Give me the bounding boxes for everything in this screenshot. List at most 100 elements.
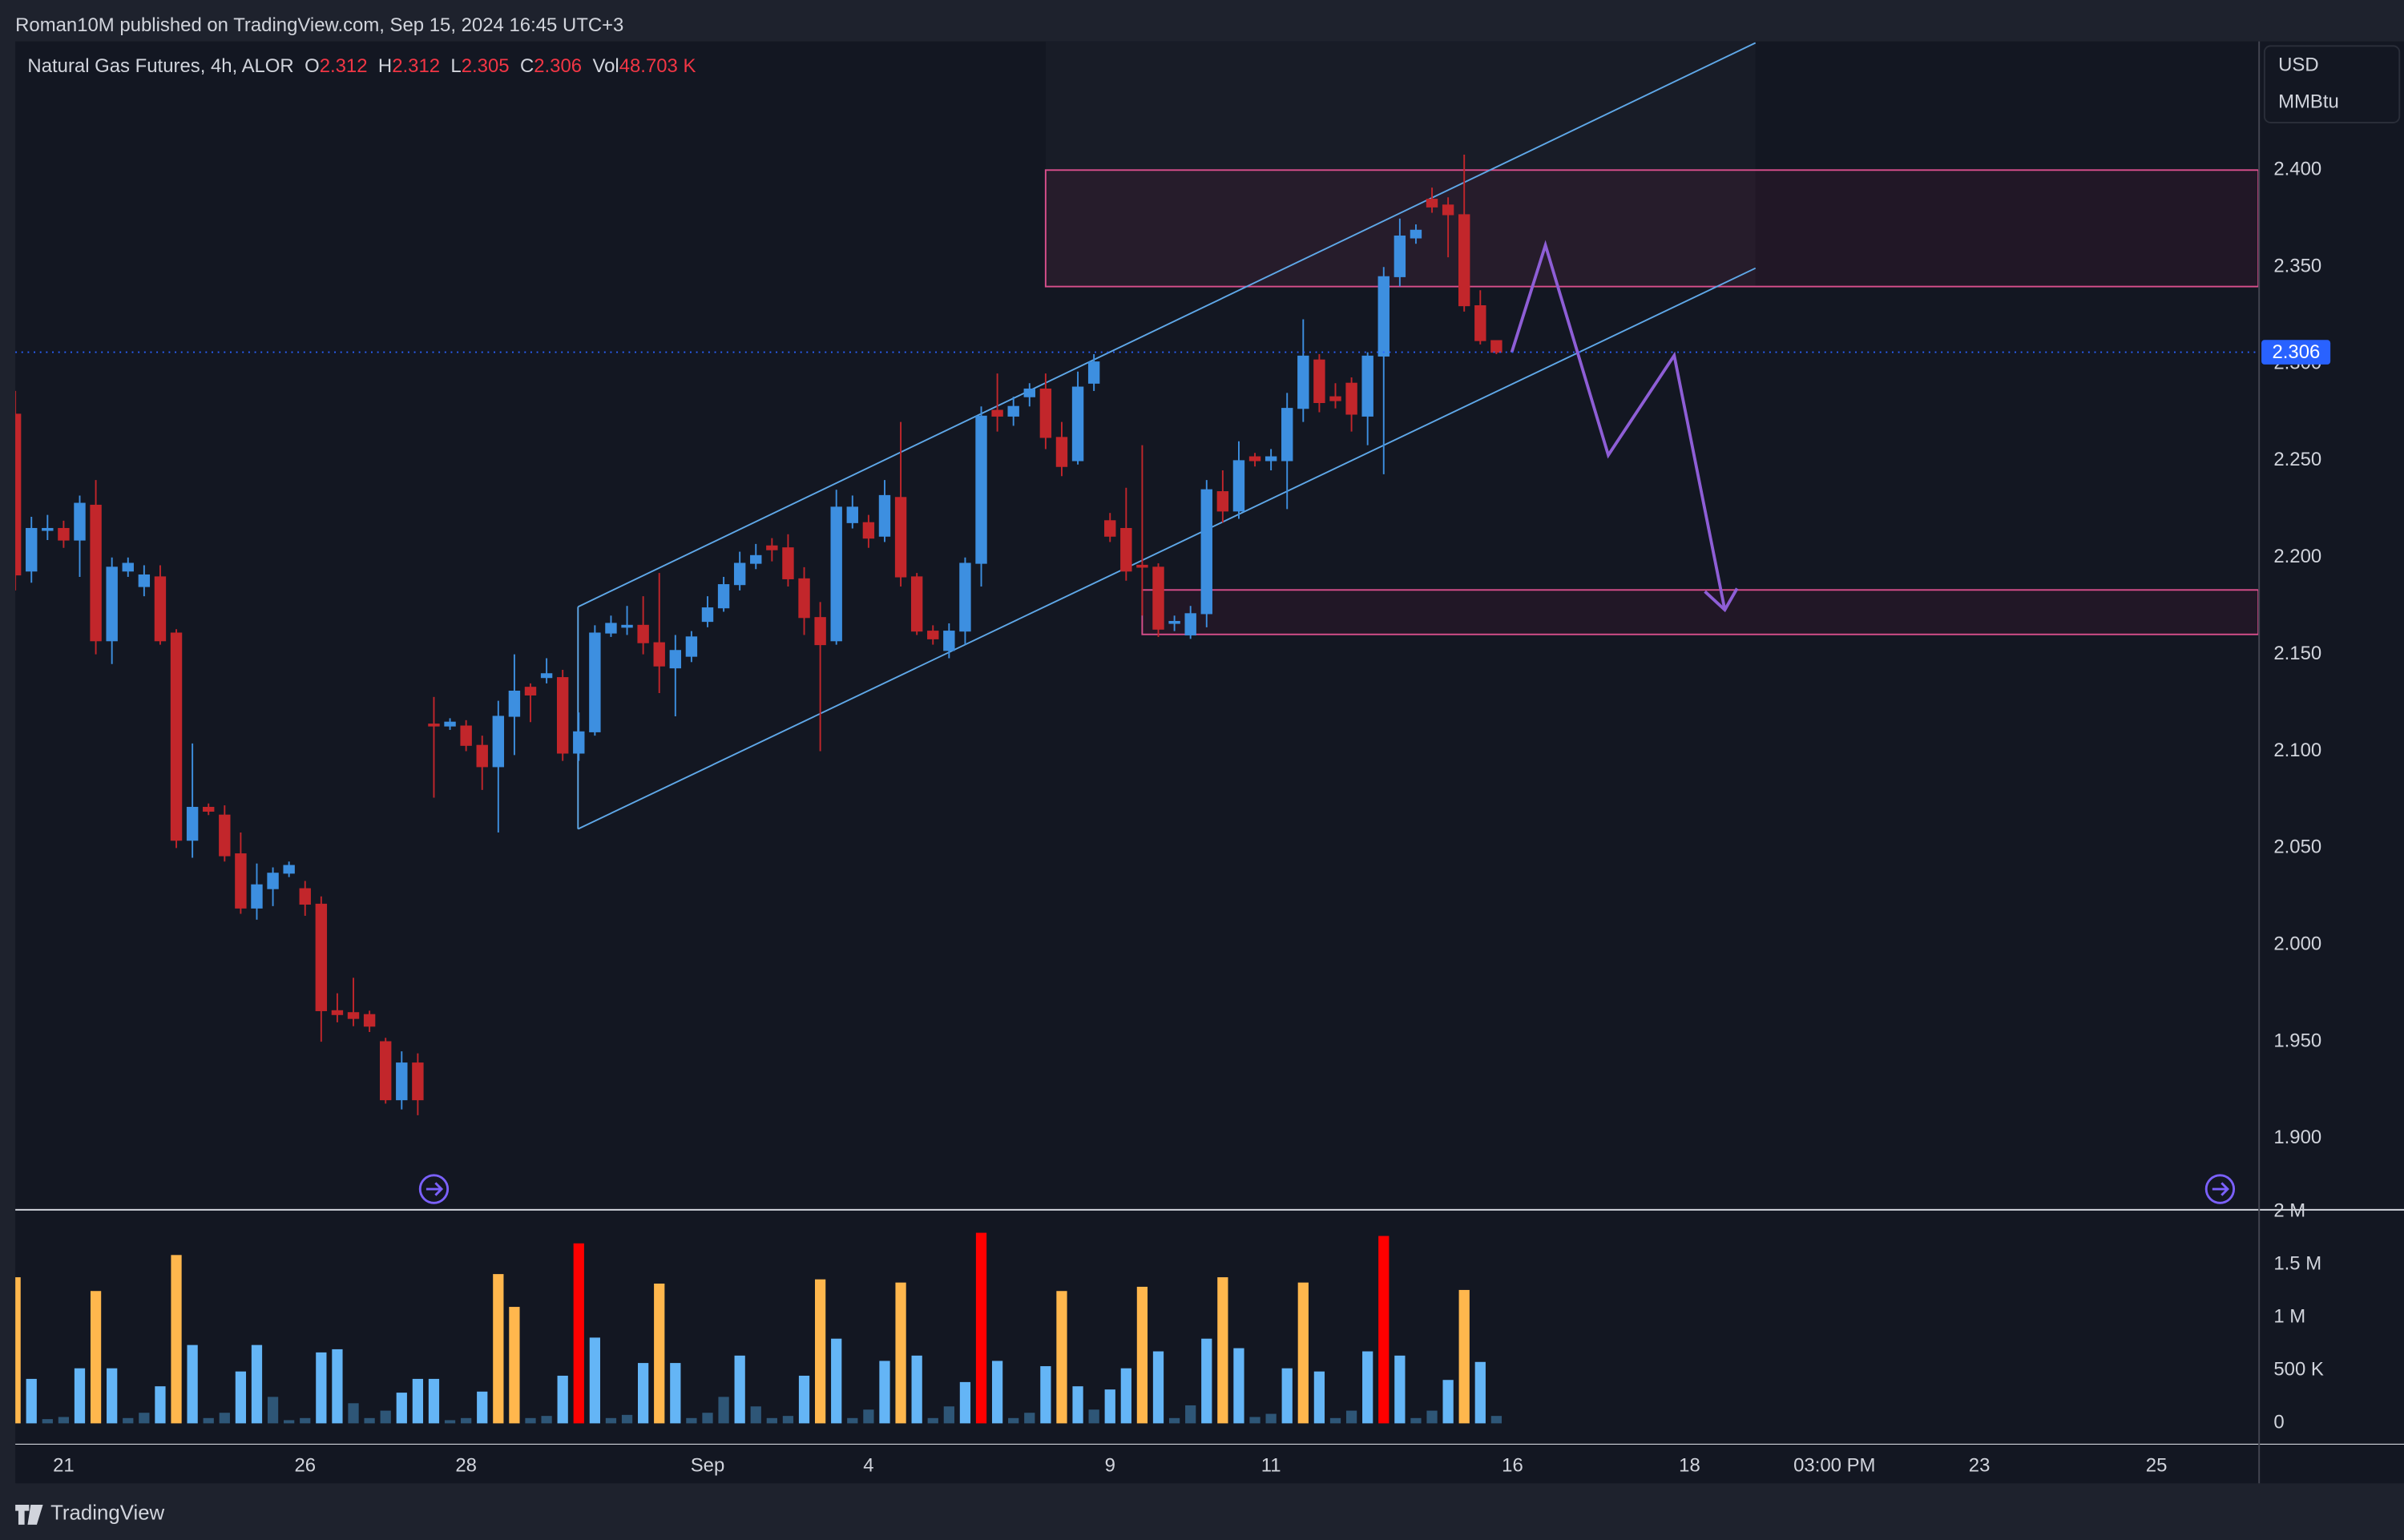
candle-body [1039,388,1052,438]
volume-bar [1072,1386,1083,1424]
candle-body [1490,340,1502,353]
candle-body [1410,229,1422,239]
candle-body [186,807,199,841]
candle-body [1426,199,1438,208]
candle-body [750,554,762,564]
volume-bar [814,1279,826,1424]
y-tick-label: 2.150 [2273,643,2321,664]
candle-body [1184,613,1196,636]
nav-icon[interactable] [2204,1174,2236,1204]
volume-bar [782,1416,794,1424]
candle-body [717,584,730,609]
volume-bar [1329,1417,1341,1424]
volume-bar [1442,1380,1454,1424]
candle-body [42,527,54,531]
volume-bar [1313,1371,1325,1424]
x-tick-label: 25 [2146,1455,2168,1477]
candle-body [1216,491,1229,512]
x-tick-label: 4 [863,1455,873,1477]
volume-bar [589,1337,600,1424]
candle-body [138,574,151,587]
candle-body [170,632,183,841]
legend-value: 2.305 [462,55,510,77]
y-tick-label: 1.900 [2273,1127,2321,1148]
volume-bar [74,1368,86,1424]
channel-line [577,42,1757,608]
candle-body [589,632,601,732]
candle-body [943,631,955,651]
volume-bar [1410,1417,1422,1424]
legend-value: 2.306 [534,55,582,77]
y-tick-label: 2.200 [2273,546,2321,567]
volume-bar [332,1349,343,1424]
candle-body [1071,386,1084,462]
volume-bar [879,1361,890,1424]
candle-body [74,502,86,541]
candle-body [26,527,38,572]
candle-body [894,497,907,578]
volume-bar [267,1397,279,1424]
x-tick-label: Sep [691,1455,725,1477]
volume-bar [1281,1368,1293,1424]
volume-bar [284,1420,295,1424]
unit-box [2263,45,2401,123]
volume-tick-label: 2 M [2273,1199,2305,1221]
y-tick-label: 2.000 [2273,933,2321,955]
symbol: Natural Gas Futures, 4h, ALOR [27,55,293,77]
volume-bar [428,1378,440,1424]
volume-bar [316,1352,327,1424]
volume-bar [638,1363,649,1424]
volume-tick-label: 1 M [2273,1306,2305,1328]
x-tick-label: 28 [455,1455,477,1477]
candle-body [58,527,70,541]
candle-body [1361,355,1373,417]
candle-body [1474,304,1486,341]
axes: 1.900 1.950 2.000 2.050 2.100 2.150 2.200 2.250… [15,159,2331,1477]
candle-body [492,716,505,768]
candle-body [862,522,875,539]
volume-bar [895,1282,906,1424]
drawings [577,42,2259,830]
nav-icon[interactable] [418,1174,450,1204]
candle-body [267,873,279,889]
volume-bar [718,1397,729,1424]
candle-body [508,691,521,717]
unit: MMBtu [2278,91,2339,112]
volume-bar [1249,1417,1260,1424]
volume-bar [15,1277,21,1424]
legend-value: 48.703 K [619,55,696,77]
volume-bar [1201,1338,1212,1424]
candle-body [1265,456,1277,462]
candle-body [219,814,231,857]
candle-body [412,1062,424,1101]
x-tick-label: 9 [1105,1455,1115,1477]
volume-tick-label: 1.5 M [2273,1253,2321,1275]
volume-bar [670,1363,681,1424]
candle-body [1152,566,1164,630]
candle-body [685,636,698,657]
candle-body [524,687,537,695]
candle-body [1007,405,1019,417]
volume-bar [300,1417,311,1424]
x-tick-label: 18 [1679,1455,1700,1477]
candle-body [235,853,247,909]
candle-body [573,731,585,754]
candle-body [347,1012,360,1019]
volume-bar [412,1378,424,1424]
x-tick-label: 26 [294,1455,316,1477]
candle-body [878,494,891,537]
publisher: Roman10M published on TradingView.com, S… [15,14,623,36]
volume-tick-label: 500 K [2273,1359,2324,1381]
volume-bar [1345,1410,1357,1424]
candle-body [830,506,842,642]
volume-bar [123,1417,134,1424]
candle-body [637,624,649,643]
candles [15,155,1502,1115]
volume-bar [991,1361,1003,1424]
candle-body [959,562,971,632]
volume-bar [1168,1417,1180,1424]
volume-bar [219,1413,230,1424]
volume-bar [1088,1409,1099,1424]
candle-body [782,547,794,579]
volume-bar [1265,1413,1277,1424]
